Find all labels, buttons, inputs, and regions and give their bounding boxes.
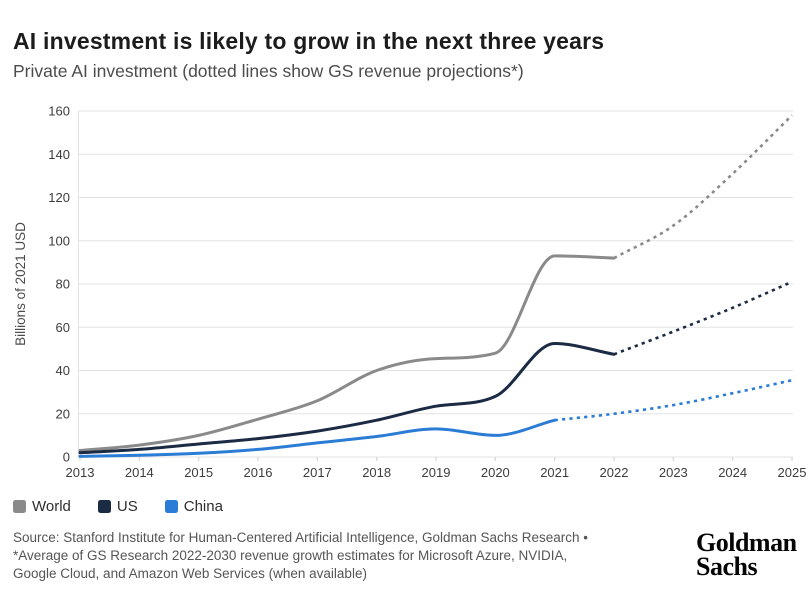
logo-line-1: Goldman	[696, 528, 797, 557]
legend-item-china: China	[164, 498, 223, 515]
svg-text:2021: 2021	[540, 465, 569, 480]
svg-text:2016: 2016	[244, 465, 273, 480]
svg-text:2022: 2022	[600, 465, 629, 480]
line-chart: 0 20 40 60 80 100 120 140 160 2013 2014 2015 2016 201…	[13, 104, 807, 481]
series-dotted-world	[613, 114, 793, 260]
legend-label-china: China	[183, 498, 223, 515]
legend-swatch-us	[97, 500, 111, 513]
series-dotted-us	[613, 280, 793, 356]
svg-text:0: 0	[63, 450, 70, 465]
svg-text:2017: 2017	[303, 465, 332, 480]
logo-line-2: Sachs	[696, 551, 758, 581]
svg-text:80: 80	[56, 277, 70, 292]
series-dotted-china	[554, 378, 793, 422]
svg-text:2025: 2025	[778, 465, 807, 480]
legend-label-world: World	[32, 498, 71, 515]
source-line-3: Google Cloud, and Amazon Web Services (w…	[13, 565, 367, 581]
goldman-sachs-logo: Goldman Sachs	[696, 528, 797, 581]
source-note: Source: Stanford Institute for Human-Cen…	[13, 529, 588, 583]
legend-swatch-world	[13, 500, 26, 513]
series-solid-us	[78, 342, 616, 455]
svg-text:60: 60	[56, 320, 70, 335]
svg-text:2014: 2014	[125, 465, 154, 480]
chart-legend: World US China	[13, 498, 223, 515]
svg-text:100: 100	[48, 233, 70, 248]
series-solid-china	[78, 418, 557, 458]
svg-text:2019: 2019	[422, 465, 451, 480]
source-line-2: *Average of GS Research 2022-2030 revenu…	[13, 547, 568, 563]
legend-item-world: World	[13, 498, 71, 515]
chart-title: AI investment is likely to grow in the n…	[13, 28, 605, 54]
svg-text:160: 160	[48, 104, 70, 119]
svg-text:2013: 2013	[66, 465, 95, 480]
svg-text:2024: 2024	[718, 465, 747, 480]
legend-swatch-china	[164, 500, 178, 513]
chart-subtitle: Private AI investment (dotted lines show…	[13, 61, 524, 81]
svg-text:120: 120	[48, 190, 70, 205]
series-solid-world	[78, 254, 616, 452]
svg-text:2015: 2015	[184, 465, 213, 480]
svg-text:140: 140	[48, 147, 70, 162]
source-line-1: Source: Stanford Institute for Human-Cen…	[13, 530, 589, 545]
svg-text:2023: 2023	[659, 465, 688, 480]
svg-text:40: 40	[56, 363, 70, 378]
legend-item-us: US	[97, 498, 138, 515]
svg-text:2018: 2018	[362, 465, 391, 480]
svg-text:20: 20	[56, 406, 70, 421]
svg-text:2020: 2020	[481, 465, 510, 480]
legend-label-us: US	[116, 498, 138, 515]
svg-text:Billions of 2021 USD: Billions of 2021 USD	[13, 222, 28, 346]
